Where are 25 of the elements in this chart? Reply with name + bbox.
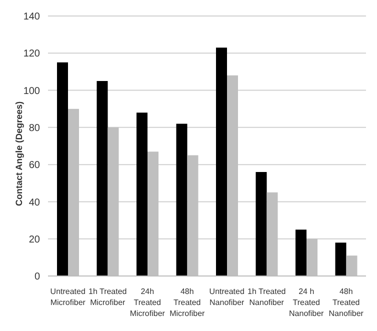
x-tick-label: 1h Treated Nanofiber — [248, 287, 286, 307]
y-tick-label: 100 — [23, 86, 40, 97]
y-tick-label: 120 — [23, 48, 40, 60]
x-tick-label: 48h Treated Microfiber — [170, 287, 206, 318]
y-axis-title: Contact Angle (Degrees) — [14, 101, 24, 206]
y-tick-label: 140 — [23, 12, 40, 23]
x-tick-label: 24 h Treated Nanofiber — [289, 287, 324, 318]
y-tick-label: 20 — [28, 234, 40, 246]
x-tick-label: 48h Treated Nanofiber — [328, 287, 364, 318]
bar — [96, 81, 108, 276]
bar — [296, 230, 306, 276]
x-tick-label: 24h Treated Microfiber — [130, 287, 166, 318]
y-tick-label: 60 — [28, 160, 40, 172]
x-tick-label: Untreated Nanofiber — [209, 287, 245, 307]
bar — [335, 242, 346, 276]
y-tick-label: 80 — [28, 122, 40, 134]
x-tick-label: 1h Treated Microfiber — [88, 287, 127, 307]
bar — [57, 62, 68, 276]
bar — [216, 48, 227, 276]
bar — [136, 112, 148, 276]
x-tick-label: Untreated Microfiber — [50, 287, 86, 307]
y-tick-label: 0 — [34, 272, 40, 283]
bar — [176, 124, 188, 276]
bar — [256, 172, 267, 276]
y-tick-label: 40 — [28, 197, 40, 208]
